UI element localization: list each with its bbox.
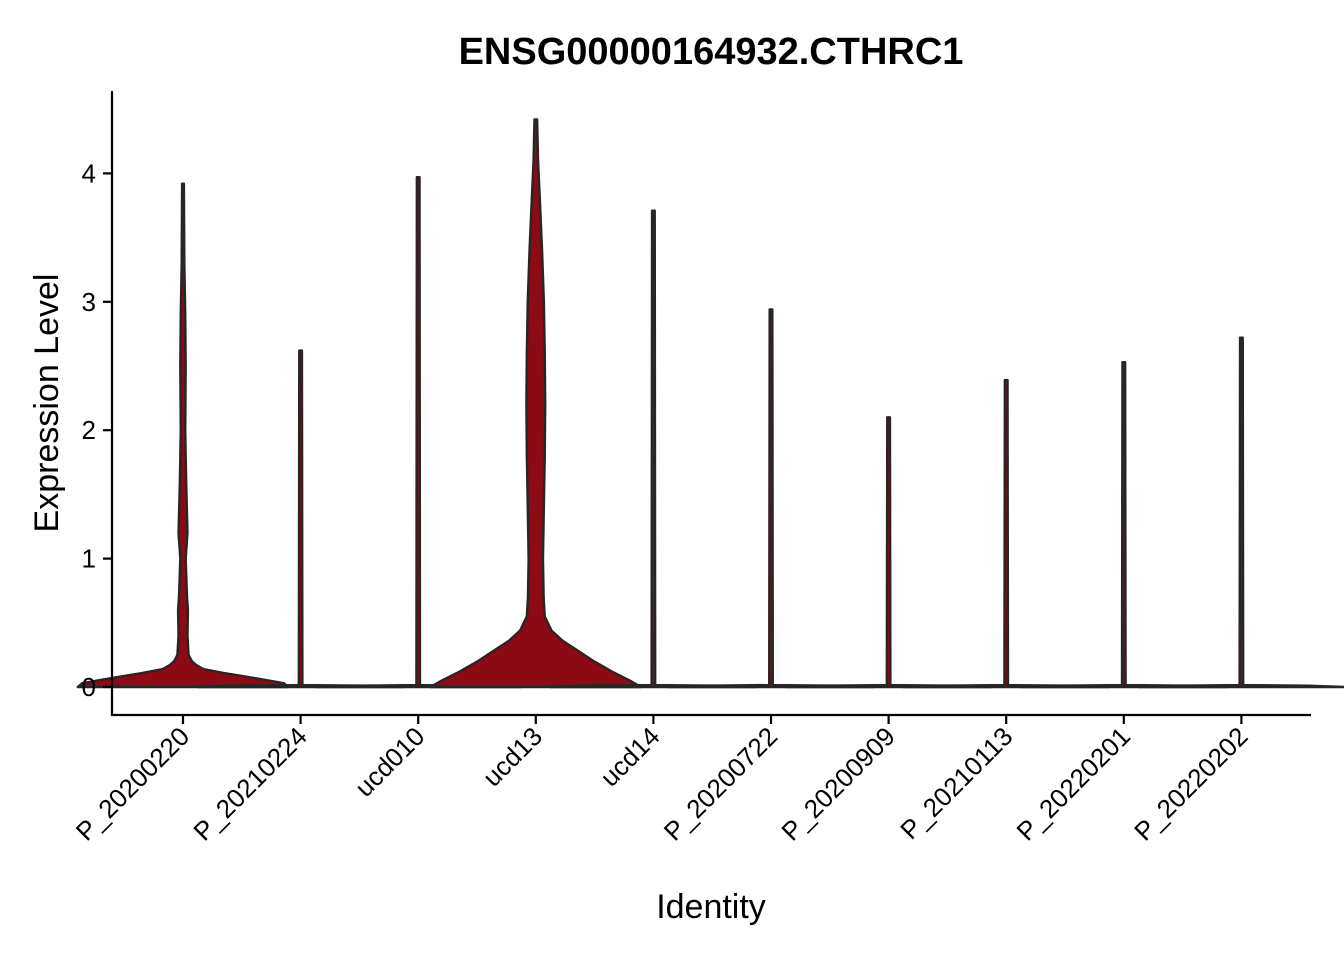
x-tick-label: ucd010	[349, 721, 431, 803]
violin-ucd14	[549, 209, 758, 689]
x-tick-label: P_20200220	[70, 721, 196, 847]
violin-P_20210113	[901, 378, 1111, 689]
x-tick-label: P_20220201	[1011, 721, 1137, 847]
x-tick-label: P_20210224	[187, 721, 313, 847]
violin-P_20200220	[76, 182, 290, 689]
violin-P_20200722	[666, 308, 876, 689]
violin-P_20220201	[1019, 360, 1229, 689]
y-tick-label: 4	[82, 158, 96, 188]
x-tick-label: ucd13	[477, 721, 548, 792]
x-tick-label: P_20200722	[658, 721, 784, 847]
x-tick-label: ucd14	[594, 721, 665, 792]
chart-title: ENSG00000164932.CTHRC1	[459, 31, 964, 73]
y-tick-label: 1	[82, 544, 96, 574]
x-axis-title: Identity	[656, 888, 766, 926]
y-ticks: 0 1 2 3 4	[82, 158, 112, 702]
x-tick-label: P_20220202	[1128, 721, 1254, 847]
violins	[76, 118, 1344, 689]
violin-P_20200909	[784, 416, 993, 689]
violin-ucd13	[429, 118, 643, 689]
y-axis-title: Expression Level	[28, 274, 66, 533]
violin-P_20210224	[196, 349, 405, 689]
y-tick-label: 2	[82, 415, 96, 445]
y-tick-label: 0	[82, 672, 96, 702]
x-tick-label: P_20200909	[775, 721, 901, 847]
x-tick-label: P_20210113	[894, 721, 1018, 845]
violin-P_20220202	[1137, 336, 1344, 689]
violin-ucd010	[313, 176, 523, 689]
y-tick-label: 3	[82, 287, 96, 317]
